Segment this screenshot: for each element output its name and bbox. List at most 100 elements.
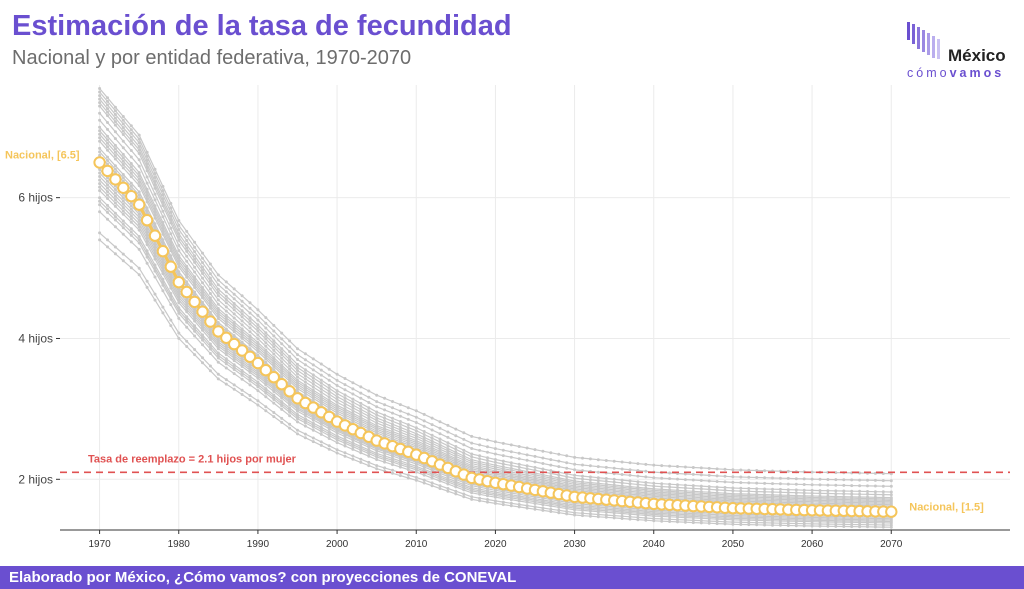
- state-point: [541, 467, 545, 471]
- state-point: [98, 118, 102, 122]
- state-point: [802, 522, 806, 526]
- state-point: [335, 431, 339, 435]
- state-point: [557, 505, 561, 509]
- state-point: [858, 523, 862, 527]
- state-point: [327, 367, 331, 371]
- state-point: [834, 524, 838, 528]
- state-point: [272, 352, 276, 356]
- state-point: [763, 490, 767, 494]
- state-point: [177, 228, 181, 231]
- state-point: [185, 320, 189, 324]
- state-point: [264, 381, 268, 385]
- state-point: [573, 513, 577, 517]
- state-point: [248, 343, 252, 347]
- chart-subtitle: Nacional y por entidad federativa, 1970-…: [12, 47, 412, 69]
- state-point: [256, 333, 260, 337]
- state-point: [778, 476, 782, 480]
- state-point: [873, 525, 877, 529]
- state-point: [375, 464, 379, 468]
- state-point: [747, 523, 751, 527]
- state-point: [129, 214, 133, 218]
- state-point: [272, 393, 276, 397]
- state-point: [98, 129, 102, 133]
- state-point: [161, 189, 165, 193]
- state-point: [810, 522, 814, 526]
- state-point: [335, 395, 339, 399]
- state-point: [113, 188, 117, 191]
- national-point: [259, 364, 272, 377]
- state-point: [533, 505, 537, 509]
- state-point: [303, 374, 307, 378]
- state-point: [327, 437, 331, 440]
- state-point: [454, 427, 458, 431]
- state-point: [319, 368, 323, 372]
- state-point: [113, 167, 117, 171]
- state-point: [612, 511, 616, 515]
- state-point: [604, 515, 608, 519]
- state-point: [881, 490, 885, 494]
- state-point: [588, 512, 592, 516]
- state-point: [541, 503, 545, 507]
- state-point: [240, 332, 244, 336]
- state-point: [525, 506, 529, 510]
- state-point: [121, 219, 125, 223]
- state-point: [232, 372, 236, 376]
- state-point: [573, 476, 577, 480]
- state-point: [802, 483, 806, 486]
- state-point: [359, 423, 363, 427]
- state-point: [707, 521, 711, 525]
- state-point: [351, 438, 355, 442]
- state-point: [406, 465, 410, 469]
- state-point: [113, 154, 117, 158]
- state-point: [193, 324, 197, 328]
- state-point: [129, 230, 133, 234]
- state-point: [201, 256, 204, 260]
- state-point: [446, 474, 450, 478]
- state-point: [224, 350, 228, 354]
- state-point: [264, 321, 268, 325]
- state-point: [113, 105, 117, 109]
- state-point: [98, 104, 102, 108]
- state-point: [581, 477, 584, 481]
- state-point: [652, 463, 656, 467]
- state-point: [525, 453, 529, 457]
- state-point: [509, 461, 513, 465]
- state-point: [256, 385, 260, 389]
- state-point: [240, 319, 244, 323]
- state-point: [311, 382, 315, 386]
- state-point: [224, 305, 228, 309]
- state-point: [588, 509, 592, 513]
- state-point: [454, 478, 458, 481]
- state-point: [288, 406, 292, 410]
- state-point: [422, 424, 426, 428]
- state-series-points: [98, 238, 893, 529]
- state-point: [414, 462, 418, 466]
- state-point: [216, 347, 220, 351]
- state-point: [288, 379, 292, 383]
- state-point: [303, 421, 307, 425]
- state-point: [834, 492, 838, 496]
- state-point: [193, 334, 197, 338]
- state-point: [375, 413, 379, 417]
- state-point: [106, 245, 109, 249]
- state-point: [264, 355, 268, 359]
- state-point: [169, 286, 173, 290]
- state-point: [383, 458, 387, 462]
- logo-subtitle: cómovamos: [907, 66, 1004, 80]
- state-point: [668, 471, 672, 475]
- x-tick-label: 2060: [801, 539, 824, 550]
- state-series-points: [98, 90, 893, 483]
- state-point: [201, 336, 204, 339]
- state-point: [668, 485, 672, 489]
- state-point: [478, 443, 482, 447]
- state-point: [691, 518, 695, 522]
- state-point: [177, 265, 181, 269]
- state-point: [121, 226, 125, 230]
- state-point: [493, 501, 497, 505]
- state-point: [224, 321, 228, 325]
- state-point: [739, 486, 743, 490]
- state-point: [311, 388, 315, 392]
- state-point: [391, 400, 394, 403]
- state-point: [596, 479, 600, 483]
- state-point: [98, 203, 102, 207]
